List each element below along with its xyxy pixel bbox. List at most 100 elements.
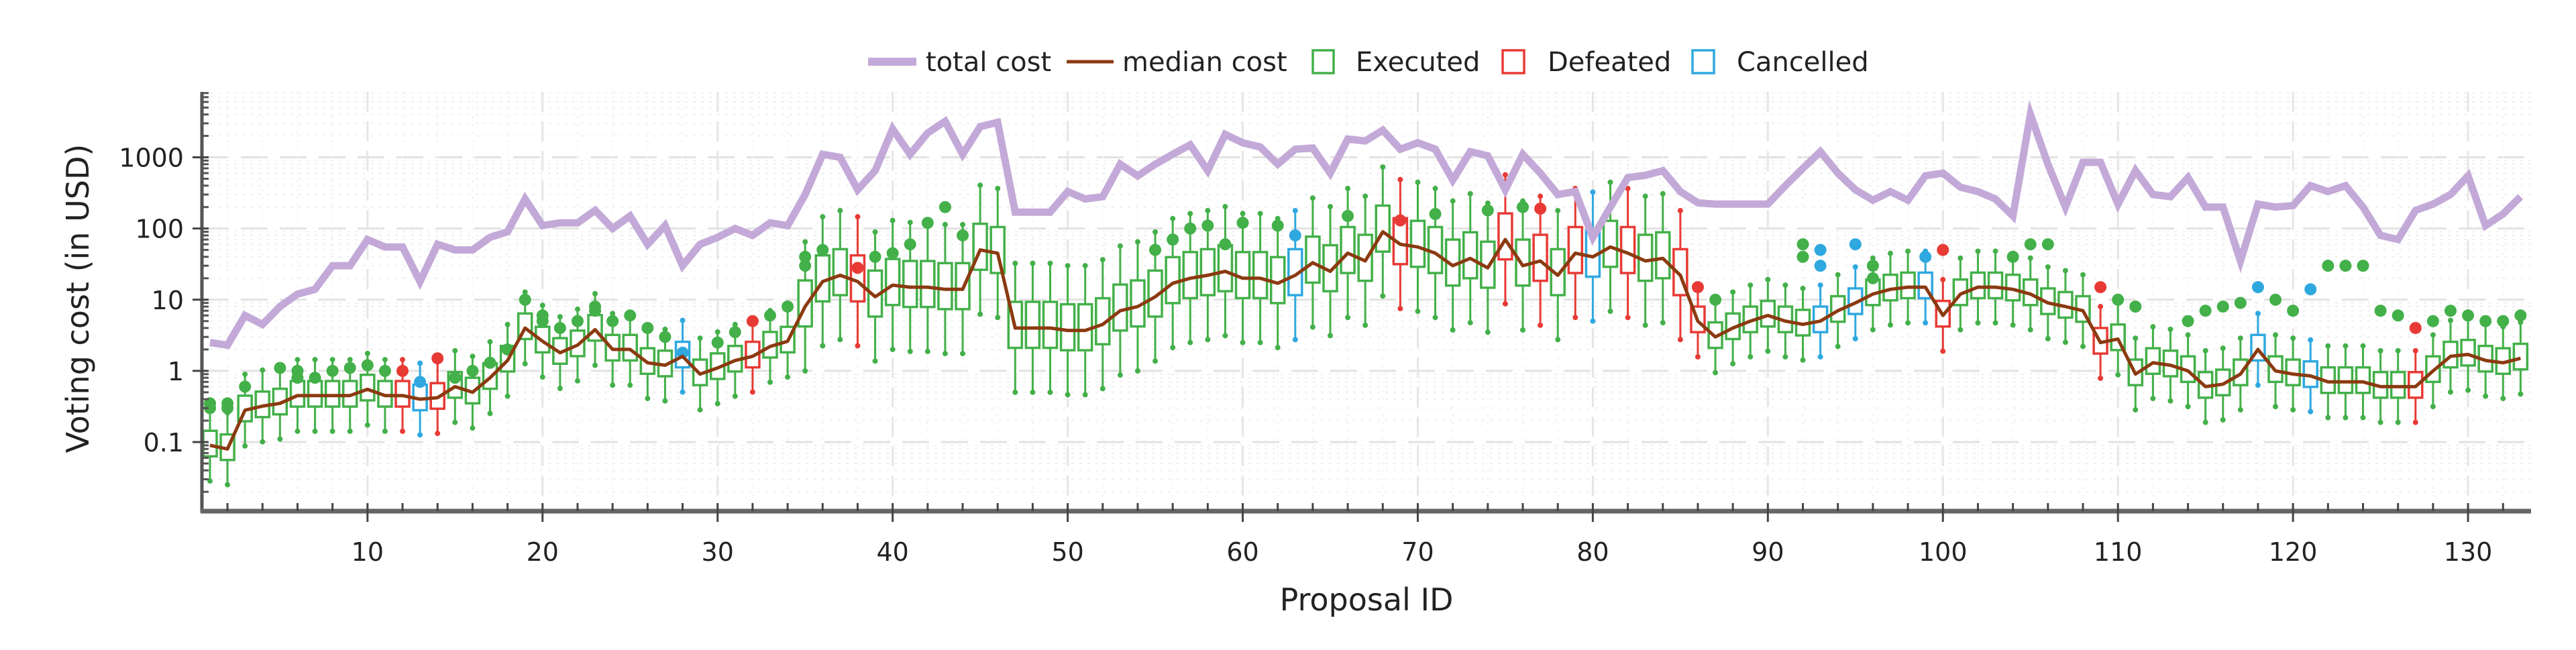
outlier-point (519, 293, 531, 306)
whisker-cap (960, 351, 966, 357)
whisker-cap (1555, 337, 1561, 343)
whisker-cap (487, 411, 493, 417)
whisker-cap (2290, 335, 2296, 341)
outlier-point (886, 247, 899, 260)
whisker-cap (574, 306, 580, 312)
box-iqr (832, 248, 849, 296)
whisker-cap (260, 439, 266, 445)
box-proposal-80 (1585, 189, 1601, 324)
box-proposal-132 (2495, 315, 2512, 402)
whisker-cap (452, 347, 458, 354)
whisker-cap (1852, 335, 1858, 341)
whisker-cap (1222, 333, 1228, 339)
whisker-cap (872, 229, 878, 235)
box-iqr (1375, 204, 1391, 253)
whisker-cap (1047, 389, 1053, 395)
whisker-cap (2150, 396, 2156, 402)
whisker-cap (1782, 354, 1788, 360)
whisker-cap (802, 368, 808, 374)
outlier-point (624, 309, 637, 322)
box-proposal-115 (2197, 305, 2214, 425)
whisker-cap (1327, 333, 1333, 339)
box-proposal-127 (2408, 321, 2424, 425)
box-iqr (1602, 219, 1619, 268)
box-iqr (937, 262, 953, 311)
whisker-cap (1222, 204, 1228, 210)
whisker-cap (872, 358, 878, 364)
defeated-box-swatch-icon (1501, 49, 1525, 74)
box-proposal-43 (937, 201, 953, 357)
box-proposal-122 (2320, 260, 2337, 421)
whisker-cap (2167, 398, 2174, 404)
whisker-cap (1607, 179, 1613, 185)
box-proposal-64 (1305, 195, 1321, 330)
outlier-point (763, 309, 776, 322)
outlier-point (309, 372, 321, 384)
box-iqr (360, 374, 376, 402)
whisker-cap (662, 326, 668, 332)
whisker-cap (1134, 368, 1140, 374)
whisker-cap (1205, 207, 1211, 213)
whisker-cap (225, 482, 231, 488)
whisker-cap (2430, 404, 2436, 410)
whisker-cap (1047, 260, 1053, 266)
x-tick-labels: 10 20 30 40 50 60 70 80 90 100 110 120 130 (352, 537, 2493, 567)
whisker-cap (2045, 335, 2051, 341)
outlier-point (2304, 283, 2317, 296)
whisker-cap (2447, 389, 2453, 395)
whisker-cap (1502, 301, 1508, 307)
whisker-cap (487, 339, 493, 345)
whisker-cap (2343, 415, 2349, 421)
whisker-cap (1170, 215, 1176, 221)
whisker-cap (1257, 211, 1263, 217)
box-proposal-61 (1252, 211, 1269, 345)
whisker-cap (1940, 348, 1946, 354)
outlier-point (2041, 238, 2054, 251)
whisker-cap (400, 357, 406, 363)
box-proposal-70 (1409, 179, 1426, 315)
whisker-cap (2062, 268, 2068, 274)
box-iqr (1340, 225, 1356, 274)
axes (193, 92, 2531, 522)
legend-item-defeated: Defeated (1501, 47, 1671, 78)
whisker-cap (260, 367, 266, 373)
whisker-cap (1134, 239, 1140, 245)
whisker-cap (1450, 198, 1456, 204)
box-proposal-8 (324, 357, 341, 434)
whisker-cap (1099, 257, 1106, 263)
box-proposal-16 (464, 354, 481, 431)
whisker-cap (942, 351, 948, 357)
outlier-point (204, 397, 217, 410)
outlier-point (1866, 272, 1879, 284)
whisker-cap (242, 371, 248, 377)
whisker-cap (2483, 393, 2489, 399)
whisker-cap (1415, 309, 1421, 315)
whisker-cap (382, 428, 388, 434)
whisker-cap (1152, 229, 1159, 235)
whisker-cap (2202, 419, 2208, 425)
box-proposal-128 (2425, 315, 2441, 410)
whisker-cap (2045, 264, 2051, 270)
outlier-point (2357, 260, 2369, 272)
y-axis-title: Voting cost (in USD) (60, 144, 96, 453)
whisker-cap (2377, 419, 2383, 425)
box-proposal-53 (1112, 243, 1128, 378)
whisker-cap (435, 431, 441, 437)
whisker-cap (2325, 343, 2331, 349)
whisker-cap (749, 389, 755, 395)
whisker-cap (539, 374, 545, 380)
whisker-cap (2273, 332, 2279, 338)
whisker-cap (557, 314, 563, 320)
whisker-cap (592, 290, 598, 296)
whisker-cap (1992, 248, 1998, 254)
whisker-cap (1187, 211, 1193, 217)
box-iqr (1970, 271, 1986, 300)
whisker-cap (1887, 322, 1893, 328)
whisker-cap (2518, 391, 2524, 397)
whisker-cap (277, 436, 283, 442)
whisker-cap (2412, 347, 2418, 354)
whisker-cap (1467, 320, 1473, 326)
whisker-cap (837, 207, 843, 213)
box-proposal-54 (1130, 239, 1146, 374)
whisker-cap (2133, 335, 2139, 341)
